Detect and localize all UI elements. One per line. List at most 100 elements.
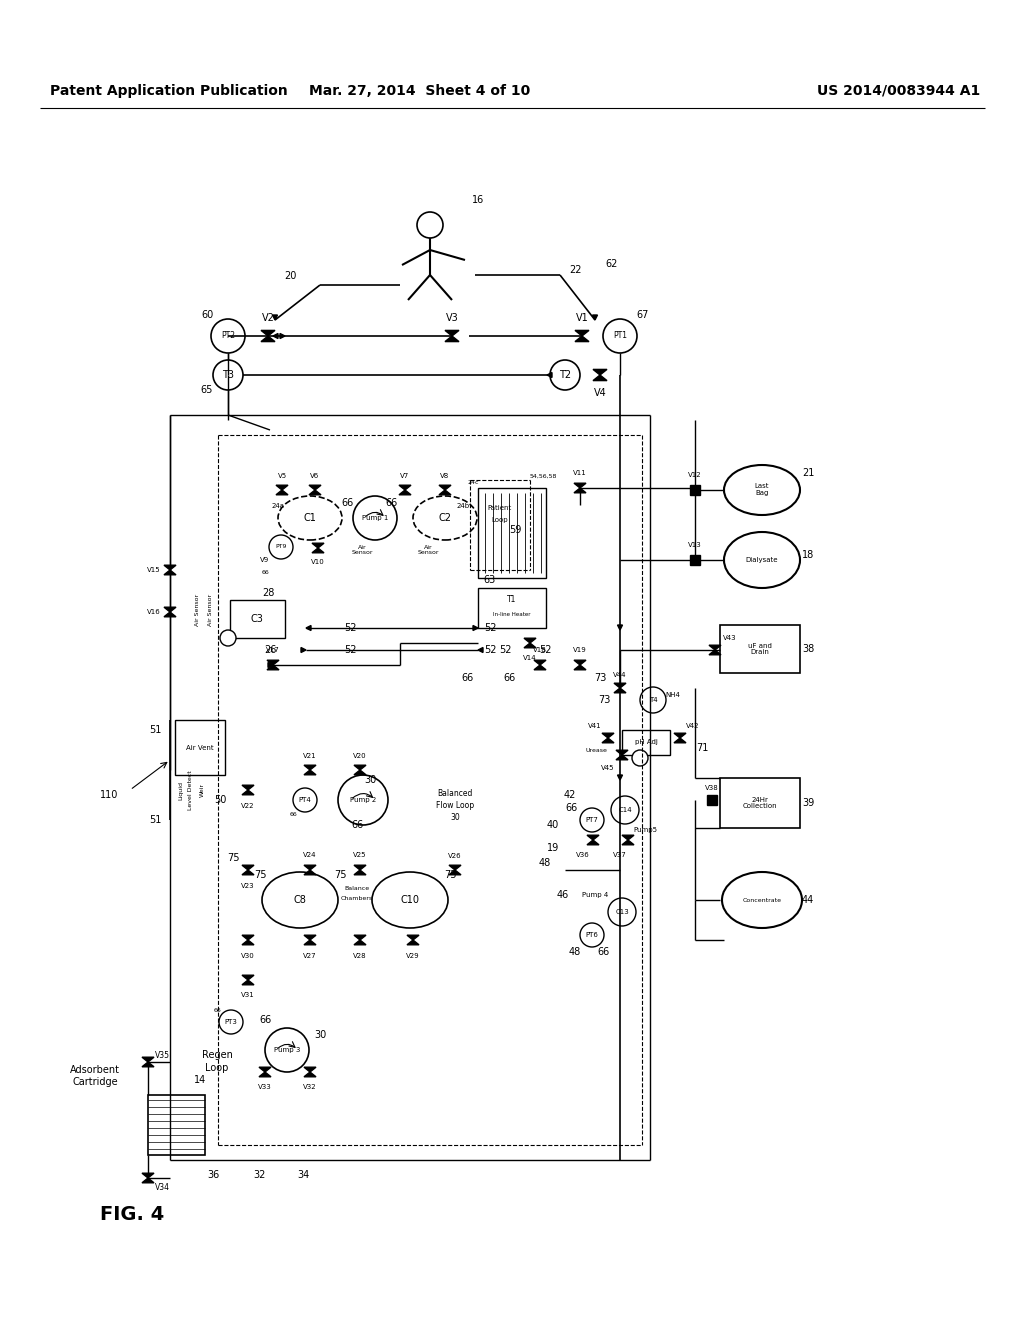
Polygon shape: [602, 733, 614, 738]
Ellipse shape: [722, 873, 802, 928]
Circle shape: [338, 775, 388, 825]
Polygon shape: [142, 1177, 154, 1183]
Bar: [478, 488, 546, 578]
Text: 18: 18: [802, 550, 814, 560]
Text: Loop: Loop: [206, 1063, 228, 1073]
Text: V9: V9: [260, 557, 269, 564]
Text: Liquid: Liquid: [178, 780, 183, 800]
Circle shape: [580, 923, 604, 946]
Polygon shape: [276, 486, 288, 490]
Polygon shape: [267, 660, 279, 665]
Text: V19: V19: [573, 647, 587, 653]
Text: C14: C14: [618, 807, 632, 813]
Polygon shape: [276, 490, 288, 495]
Text: 66: 66: [259, 1015, 271, 1026]
Polygon shape: [574, 660, 586, 665]
Text: PT1: PT1: [613, 331, 627, 341]
Polygon shape: [602, 738, 614, 743]
Polygon shape: [354, 870, 366, 875]
Text: 66: 66: [386, 498, 398, 508]
Text: 24a: 24a: [271, 503, 285, 510]
Text: V28: V28: [353, 953, 367, 960]
Text: 28: 28: [262, 587, 274, 598]
Text: Pump 3: Pump 3: [273, 1047, 300, 1053]
Text: US 2014/0083944 A1: US 2014/0083944 A1: [817, 84, 980, 98]
Ellipse shape: [413, 496, 477, 540]
Text: 52: 52: [483, 623, 497, 634]
Text: Patient: Patient: [487, 506, 512, 511]
Polygon shape: [280, 334, 285, 338]
Text: V22: V22: [242, 803, 255, 809]
Text: PT7: PT7: [586, 817, 598, 822]
Text: Level Detect: Level Detect: [188, 770, 193, 810]
Polygon shape: [301, 648, 306, 652]
Text: 38: 38: [802, 644, 814, 653]
Bar: [622, 730, 670, 755]
Text: V26: V26: [449, 853, 462, 859]
Text: 71: 71: [696, 743, 709, 752]
Circle shape: [640, 686, 666, 713]
Polygon shape: [242, 940, 254, 945]
Circle shape: [353, 496, 397, 540]
Bar: [230, 601, 285, 638]
Text: V2: V2: [261, 313, 274, 323]
Polygon shape: [259, 1072, 271, 1077]
Text: 21: 21: [802, 469, 814, 478]
Polygon shape: [473, 626, 478, 631]
Circle shape: [220, 630, 236, 645]
Polygon shape: [242, 935, 254, 940]
Text: PT9: PT9: [275, 544, 287, 549]
Text: 40: 40: [547, 820, 559, 830]
Text: In-line Heater: In-line Heater: [494, 611, 530, 616]
Text: Concentrate: Concentrate: [742, 898, 781, 903]
Polygon shape: [304, 940, 316, 945]
Polygon shape: [268, 663, 273, 668]
Bar: [148, 1096, 205, 1155]
Text: 54,56,58: 54,56,58: [529, 474, 557, 479]
Circle shape: [219, 1010, 243, 1034]
Text: 66: 66: [289, 813, 297, 817]
Text: 66: 66: [214, 1007, 222, 1012]
Text: Air Sensor: Air Sensor: [208, 594, 213, 626]
Polygon shape: [407, 940, 419, 945]
Text: V33: V33: [258, 1084, 272, 1090]
Polygon shape: [164, 607, 176, 612]
Text: 51: 51: [148, 814, 161, 825]
Text: 44: 44: [802, 895, 814, 906]
Text: 14: 14: [194, 1074, 206, 1085]
Text: 73: 73: [598, 696, 610, 705]
Text: Regen: Regen: [202, 1049, 232, 1060]
Polygon shape: [142, 1173, 154, 1177]
Text: 75: 75: [443, 870, 457, 880]
Polygon shape: [242, 979, 254, 985]
Text: V45: V45: [601, 766, 614, 771]
Polygon shape: [304, 935, 316, 940]
Circle shape: [293, 788, 317, 812]
Text: V5: V5: [278, 473, 287, 479]
Text: T2: T2: [559, 370, 571, 380]
Text: 30: 30: [364, 775, 376, 785]
Polygon shape: [622, 840, 634, 845]
Polygon shape: [574, 483, 586, 488]
Polygon shape: [614, 688, 626, 693]
Text: 42: 42: [564, 789, 577, 800]
Text: Chambers: Chambers: [341, 895, 373, 900]
Polygon shape: [261, 337, 275, 342]
Text: 75: 75: [334, 870, 346, 880]
Text: 75: 75: [254, 870, 266, 880]
Polygon shape: [574, 665, 586, 669]
Text: Air
Sensor: Air Sensor: [417, 545, 438, 556]
Polygon shape: [354, 935, 366, 940]
Polygon shape: [267, 665, 279, 669]
Text: 51: 51: [148, 725, 161, 735]
Text: V37: V37: [613, 851, 627, 858]
Text: T4: T4: [648, 697, 657, 704]
Text: Flow Loop: Flow Loop: [436, 801, 474, 810]
Text: 24b: 24b: [457, 503, 470, 510]
Polygon shape: [309, 486, 321, 490]
Circle shape: [211, 319, 245, 352]
Polygon shape: [622, 836, 634, 840]
Text: V30: V30: [241, 953, 255, 960]
Polygon shape: [709, 645, 721, 649]
Text: V14: V14: [523, 655, 537, 661]
